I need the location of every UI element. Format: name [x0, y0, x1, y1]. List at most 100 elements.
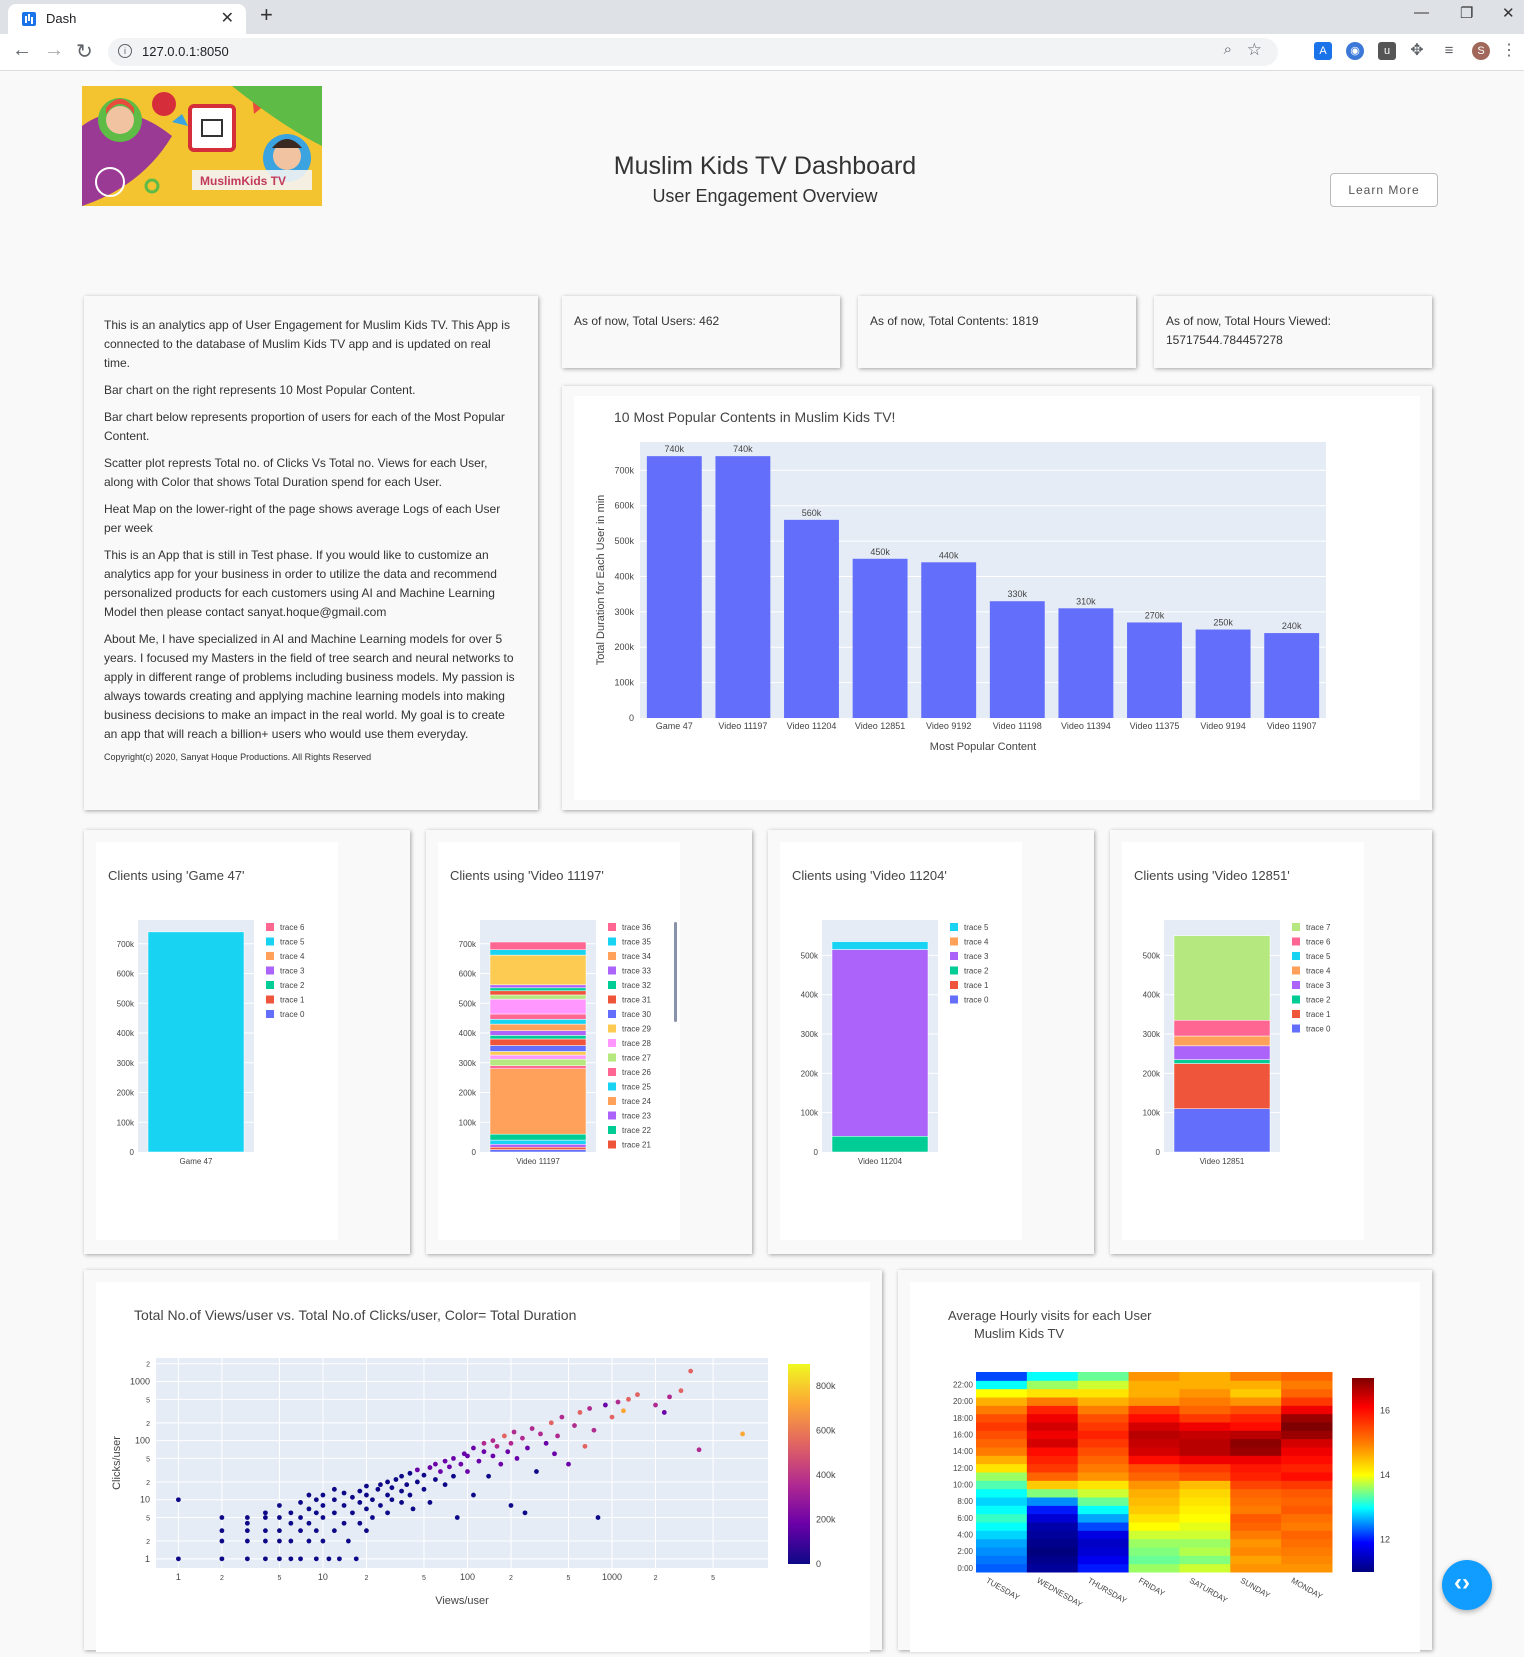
address-bar[interactable]: i 127.0.0.1:8050 ⌕ ☆ — [108, 38, 1278, 66]
chart-subtitle: Muslim Kids TV — [974, 1326, 1064, 1341]
heatmap-cell — [1026, 1430, 1079, 1440]
legend-swatch — [608, 1053, 616, 1062]
hourly-visits-heatmap[interactable]: Average Hourly visits for each User Musli… — [910, 1282, 1420, 1652]
close-tab-icon[interactable]: ✕ — [220, 10, 234, 27]
scatter-point — [407, 1492, 413, 1498]
heatmap-cell — [1230, 1438, 1282, 1448]
zoom-icon[interactable]: ⌕ — [1223, 41, 1232, 58]
chart-title: Clients using 'Video 11204' — [792, 868, 947, 883]
scatter-point — [175, 1497, 181, 1503]
x-tick-label: Video 11197 — [718, 721, 767, 731]
minimize-icon[interactable]: — — [1414, 4, 1429, 21]
heatmap-cell — [1077, 1563, 1130, 1573]
learn-more-button[interactable]: Learn More — [1330, 173, 1438, 207]
y-tick-label: 10:00 — [953, 1481, 974, 1490]
clients-video-11197-card: Clients using 'Video 11197' 0 100k 200k 300k… — [426, 830, 752, 1254]
legend-label: trace 6 — [280, 923, 305, 932]
x-tick-label: 1 — [176, 1572, 181, 1582]
scatter-point — [525, 1445, 530, 1451]
page-title: Muslim Kids TV Dashboard — [613, 152, 917, 180]
site-info-icon[interactable]: i — [118, 44, 132, 58]
heatmap-cell — [1230, 1480, 1282, 1490]
stacked-bar-segment — [489, 984, 587, 989]
heatmap-cell — [1179, 1372, 1231, 1381]
scatter-point — [244, 1520, 250, 1526]
x-tick-label: Video 12851 — [1200, 1157, 1245, 1166]
bookmark-star-icon[interactable]: ☆ — [1246, 40, 1262, 59]
stacked-bar-segment — [489, 1146, 587, 1150]
heatmap-cell — [1026, 1555, 1079, 1565]
chart-title: Average Hourly visits for each User — [948, 1308, 1152, 1323]
media-queue-icon[interactable]: ≡ — [1444, 42, 1454, 59]
browser-tab[interactable]: Dash ✕ — [8, 4, 246, 34]
scatter-point — [520, 1435, 525, 1441]
y-tick-label: 22:00 — [953, 1381, 974, 1390]
heatmap-cell — [976, 1563, 1028, 1573]
popular-content-chart[interactable]: 10 Most Popular Contents in Muslim Kids … — [574, 396, 1420, 800]
chart-title: 10 Most Popular Contents in Muslim Kids … — [614, 409, 895, 425]
bar — [1058, 608, 1114, 718]
heatmap-cell — [1077, 1413, 1130, 1423]
heatmap-cell — [1230, 1505, 1282, 1515]
scatter-point — [458, 1461, 464, 1467]
y-tick-label: 2 — [146, 1480, 150, 1487]
legend-swatch — [608, 1068, 616, 1076]
legend-label: trace 27 — [622, 1054, 651, 1063]
clients-video-11197-chart[interactable]: Clients using 'Video 11197' 0 100k 200k 300k… — [438, 842, 680, 1240]
extensions-puzzle-icon[interactable]: ✥ — [1410, 42, 1424, 59]
scatter-point — [442, 1458, 448, 1464]
legend-swatch — [608, 981, 616, 989]
x-axis-label: Views/user — [435, 1595, 489, 1607]
y-tick-label: 600k — [614, 501, 634, 511]
x-tick-label: Video 11394 — [1061, 721, 1111, 731]
x-tick-label: 2 — [654, 1575, 658, 1582]
x-axis-label: Most Popular Content — [930, 741, 1036, 753]
heatmap-cell — [976, 1538, 1028, 1548]
scatter-point — [331, 1510, 337, 1516]
clients-video-12851-card: Clients using 'Video 12851' 0 100k 200k 300k… — [1110, 830, 1432, 1254]
description-paragraph: Scatter plot represts Total no. of Click… — [104, 456, 488, 489]
heatmap-cell — [1128, 1555, 1180, 1565]
heatmap-cell — [1179, 1530, 1231, 1540]
back-icon[interactable]: ← — [12, 39, 32, 61]
browser-menu-icon[interactable]: ⋮ — [1501, 42, 1517, 59]
scatter-point — [219, 1556, 225, 1562]
extension-u-icon[interactable]: u — [1378, 42, 1396, 60]
clients-video-11204-chart[interactable]: Clients using 'Video 11204' 0 100k 200k 300k… — [780, 842, 1022, 1240]
legend-label: trace 3 — [964, 952, 989, 961]
x-tick-label: Video 11197 — [516, 1157, 560, 1166]
legend-swatch — [1292, 981, 1300, 989]
legend-label: trace 5 — [1306, 952, 1331, 961]
views-vs-clicks-scatter[interactable]: Total No.of Views/user vs. Total No.of C… — [96, 1282, 870, 1652]
restore-icon[interactable]: ❐ — [1460, 5, 1474, 22]
bar-value-label: 330k — [1008, 589, 1028, 599]
scatter-point — [298, 1515, 303, 1520]
heatmap-cell — [976, 1405, 1028, 1415]
extension-translate-icon[interactable]: A — [1314, 42, 1332, 60]
clients-game-47-chart[interactable]: Clients using 'Game 47' 0 100k 200k 300k 400k… — [96, 842, 338, 1240]
heatmap-cell — [1128, 1422, 1180, 1431]
forward-icon[interactable]: → — [44, 39, 64, 61]
scatter-point — [438, 1469, 443, 1474]
new-tab-icon[interactable]: + — [260, 2, 273, 27]
reload-icon[interactable]: ↻ — [76, 41, 93, 63]
heatmap-cell — [1179, 1505, 1231, 1515]
legend-swatch — [608, 937, 616, 946]
profile-avatar[interactable]: S — [1472, 42, 1490, 60]
heatmap-cell — [1230, 1422, 1282, 1431]
scatter-point — [427, 1500, 433, 1505]
heatmap-cell — [1026, 1522, 1079, 1531]
legend-label: trace 28 — [622, 1039, 651, 1048]
stacked-bar-segment — [489, 990, 587, 996]
dash-debug-button[interactable]: ‹› — [1442, 1560, 1492, 1610]
scatter-point — [313, 1510, 319, 1516]
heatmap-cell — [1128, 1480, 1180, 1490]
extension-globe-icon[interactable]: ◉ — [1346, 42, 1364, 60]
close-window-icon[interactable]: ✕ — [1502, 5, 1515, 22]
bar-value-label: 440k — [939, 550, 959, 560]
x-tick-label: THURSDAY — [1086, 1576, 1129, 1606]
url-text[interactable]: 127.0.0.1:8050 — [142, 44, 229, 59]
colorbar-tick-label: 800k — [816, 1381, 836, 1391]
clients-video-12851-chart[interactable]: Clients using 'Video 12851' 0 100k 200k 300k… — [1122, 842, 1364, 1240]
scatter-point — [451, 1473, 456, 1479]
